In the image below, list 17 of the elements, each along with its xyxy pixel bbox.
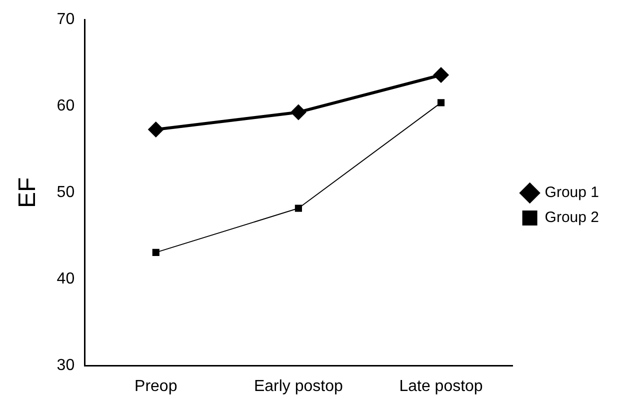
x-tick-label: Preop (134, 378, 178, 395)
legend-label: Group 2 (544, 209, 600, 226)
point (152, 248, 160, 256)
point (294, 204, 302, 212)
point (290, 104, 306, 120)
y-tick-label: 50 (56, 184, 75, 202)
y-tick-label: 60 (56, 98, 75, 115)
y-tick-label: 40 (56, 270, 75, 288)
y-tick-label: 30 (56, 357, 75, 374)
point (437, 99, 445, 106)
y-axis-title: EF (14, 177, 42, 208)
x-tick-label: Early postop (254, 378, 344, 395)
point (148, 122, 164, 138)
point (433, 66, 450, 83)
x-tick-label: Late postop (399, 378, 483, 395)
legend-label: Group 1 (544, 184, 600, 202)
y-tick-label: 70 (56, 11, 75, 28)
